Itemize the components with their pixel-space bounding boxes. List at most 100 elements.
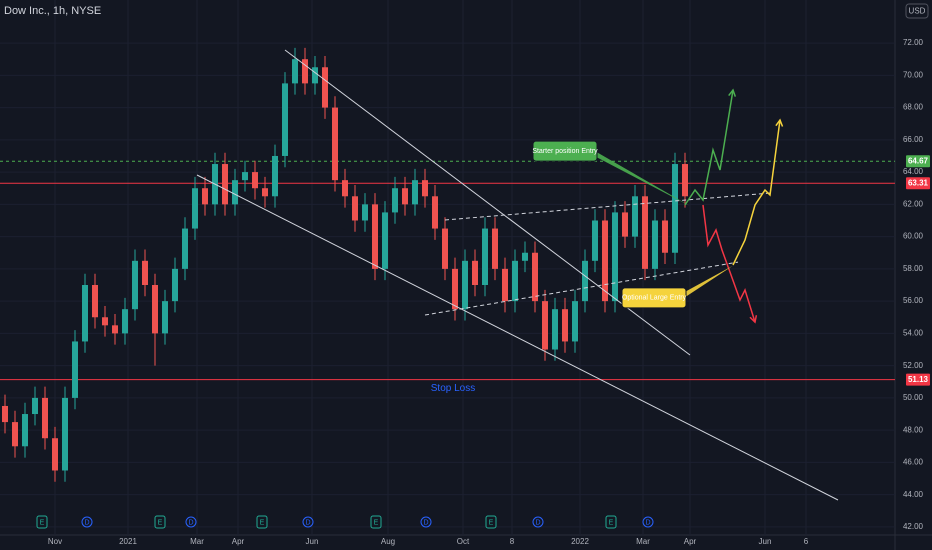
candle-body [642, 196, 648, 269]
candle-body [2, 405, 8, 423]
chart-title: Dow Inc., 1h, NYSE [4, 5, 101, 17]
candle-body [582, 260, 588, 302]
y-tick-label: 44.00 [903, 490, 924, 499]
candle-body [662, 220, 668, 253]
candle-body [392, 188, 398, 213]
candle-body [382, 212, 388, 269]
candle-body [252, 172, 258, 189]
callout-pointer [674, 265, 733, 298]
x-tick-label: Nov [48, 537, 62, 546]
y-tick-label: 52.00 [903, 361, 924, 370]
candle-body [172, 268, 178, 302]
event-icon[interactable] [370, 515, 382, 529]
callout-text: Optional Large Entry [622, 295, 687, 302]
y-tick-label: 62.00 [903, 199, 924, 208]
candle-body [312, 67, 318, 84]
event-icon[interactable] [256, 515, 268, 529]
event-icon[interactable] [36, 515, 48, 529]
x-tick-label: Mar [636, 537, 650, 546]
candle-body [72, 341, 78, 398]
y-tick-label: 64.00 [903, 167, 924, 176]
currency-box[interactable] [905, 3, 929, 19]
candle-body [82, 285, 88, 342]
callout-pointer [585, 151, 690, 206]
candle-body [352, 196, 358, 221]
x-tick-label: 6 [804, 537, 809, 546]
x-tick-label: Oct [457, 537, 470, 546]
y-tick-label: 54.00 [903, 328, 924, 337]
event-icon[interactable] [81, 516, 93, 528]
candle-body [612, 212, 618, 302]
annotation: Stop Loss [431, 383, 475, 394]
x-tick-label: Mar [190, 537, 204, 546]
callout-box [621, 287, 687, 309]
trend-drawing [424, 261, 739, 316]
event-label: E [374, 519, 379, 526]
candle-body [492, 228, 498, 269]
candle-body [302, 59, 308, 84]
event-icon[interactable] [154, 515, 166, 529]
candle-body [362, 204, 368, 221]
trend-drawing [196, 174, 839, 501]
candle-body [132, 260, 138, 310]
candle-body [452, 268, 458, 310]
candle-body [12, 422, 18, 447]
y-tick-label: 50.00 [903, 393, 924, 402]
trend-drawing [684, 89, 734, 206]
candle-body [282, 83, 288, 156]
trend-drawing [444, 192, 771, 221]
candle-body [162, 301, 168, 334]
candle-body [572, 301, 578, 342]
candle-body [242, 172, 248, 181]
event-label: D [305, 519, 310, 526]
y-tick-label: 48.00 [903, 425, 924, 434]
candle-body [602, 220, 608, 302]
candle-body [292, 59, 298, 84]
price-label: 51.13 [908, 375, 929, 384]
candle-body [102, 317, 108, 326]
price-label: 63.31 [908, 178, 929, 187]
event-icon[interactable] [485, 515, 497, 529]
trend-drawing [732, 119, 781, 266]
candle-body [152, 285, 158, 334]
candle-body [682, 164, 688, 197]
candle-body [52, 438, 58, 471]
x-tick-label: 2022 [571, 537, 589, 546]
arrow-head [728, 88, 737, 97]
y-tick-label: 56.00 [903, 296, 924, 305]
candle-body [412, 180, 418, 205]
candle-body [672, 164, 678, 253]
candle-body [632, 196, 638, 237]
event-label: E [609, 519, 614, 526]
candle-body [192, 188, 198, 229]
candle-body [622, 212, 628, 237]
candle-body [182, 228, 188, 269]
price-label-box [906, 373, 930, 386]
price-label: 64.67 [908, 156, 929, 165]
event-icon[interactable] [532, 516, 544, 528]
candle-body [112, 325, 118, 334]
event-icon[interactable] [642, 516, 654, 528]
candle-body [222, 164, 228, 205]
event-icon[interactable] [185, 516, 197, 528]
price-label-box [906, 177, 930, 190]
candle-body [42, 397, 48, 439]
event-icon[interactable] [605, 515, 617, 529]
candle-body [372, 204, 378, 269]
candle-body [502, 268, 508, 302]
event-icon[interactable] [302, 516, 314, 528]
candle-body [342, 180, 348, 197]
axes: 42.00 44.00 46.00 48.00 50.00 52.00 54.00 56.00… [36, 38, 930, 546]
event-label: D [84, 519, 89, 526]
candle-body [232, 180, 238, 205]
candle-body [272, 155, 278, 197]
candle-body [522, 252, 528, 261]
candle-body [542, 301, 548, 350]
candle-body [592, 220, 598, 261]
event-label: D [535, 519, 540, 526]
candle-body [32, 397, 38, 415]
event-icon[interactable] [420, 516, 432, 528]
event-label: E [260, 519, 265, 526]
y-tick-label: 68.00 [903, 103, 924, 112]
event-label: E [489, 519, 494, 526]
